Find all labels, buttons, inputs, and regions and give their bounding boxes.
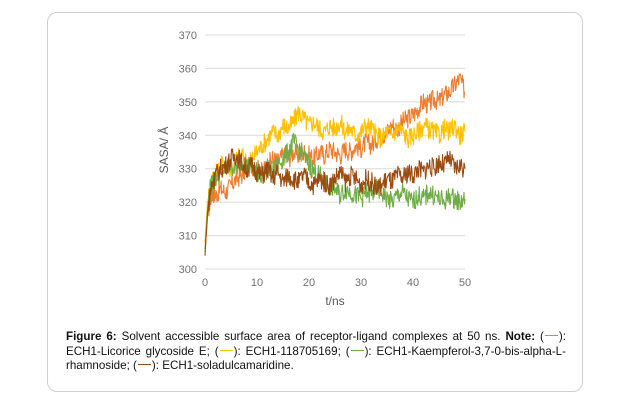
x-axis-title: t/ns — [325, 294, 344, 308]
caption-legend-item: (): ECH1-Kaempferol-3,7-0-bis-alpha-L-rh… — [66, 344, 566, 373]
legend-swatch — [350, 349, 364, 351]
x-tick-label: 10 — [251, 277, 263, 289]
figure-label: Figure 6: — [66, 330, 117, 343]
x-tick-label: 50 — [459, 277, 471, 289]
series-line-1 — [204, 73, 466, 253]
series-lines — [204, 73, 466, 256]
y-tick-label: 320 — [179, 197, 197, 209]
y-tick-labels: 300 310 320 330 340 350 360 370 — [179, 30, 197, 276]
figure-caption: Figure 6: Solvent accessible surface are… — [66, 330, 566, 374]
legend-label: ECH1-118705169 — [245, 344, 338, 358]
y-tick-label: 340 — [179, 130, 197, 142]
caption-legend-item: (): ECH1-118705169; — [214, 344, 346, 358]
x-tick-label: 0 — [202, 277, 208, 289]
x-tick-label: 30 — [355, 277, 367, 289]
legend-label: ECH1-Kaempferol-3,7-0-bis-alpha-L-rhamno… — [66, 344, 566, 373]
x-tick-labels: 0 10 20 30 40 50 — [202, 277, 471, 289]
legend-label: ECH1-soladulcamaridine — [162, 359, 291, 372]
legend-label: ECH1-Licorice glycoside E — [66, 344, 207, 358]
y-tick-label: 350 — [179, 97, 197, 109]
y-axis-title: SASA/ Å — [156, 127, 171, 174]
legend-swatch — [219, 349, 233, 351]
y-tick-label: 310 — [179, 231, 197, 243]
note-label: Note: — [505, 330, 536, 343]
figure-text: Solvent accessible surface area of recep… — [116, 330, 501, 343]
legend-swatch — [544, 335, 558, 337]
caption-legend-item: (): ECH1-Licorice glycoside E; — [66, 330, 566, 358]
y-tick-label: 330 — [179, 164, 197, 176]
caption-legend: (): ECH1-Licorice glycoside E; (): ECH1-… — [66, 330, 566, 372]
y-tick-label: 360 — [179, 63, 197, 75]
y-tick-label: 370 — [179, 30, 197, 42]
legend-swatch — [137, 364, 151, 366]
series-line-4 — [204, 148, 466, 256]
x-tick-label: 40 — [407, 277, 419, 289]
y-tick-label: 300 — [179, 264, 197, 276]
caption-legend-item: (): ECH1-soladulcamaridine. — [133, 359, 294, 372]
series-line-3 — [204, 133, 466, 249]
x-tick-label: 20 — [303, 277, 315, 289]
